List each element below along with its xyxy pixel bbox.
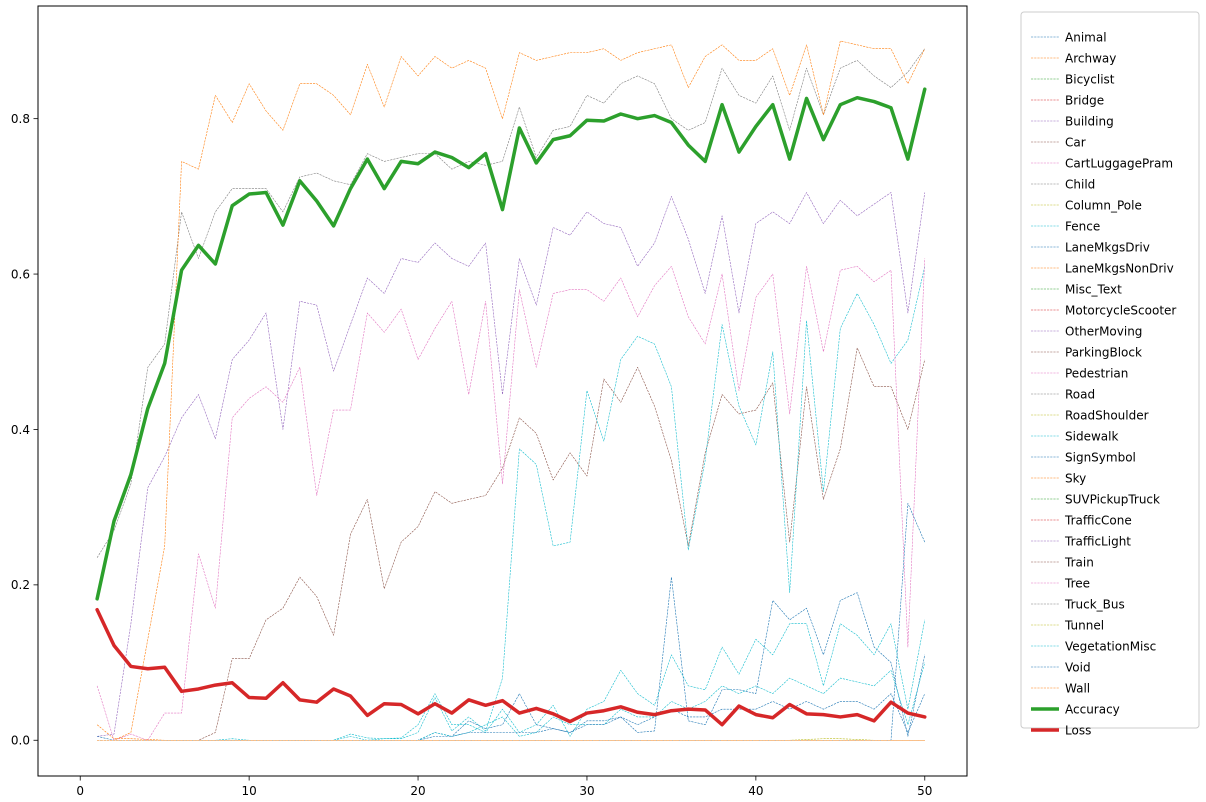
legend-label: Sky	[1065, 471, 1086, 485]
legend-label: LaneMkgsNonDriv	[1065, 261, 1174, 275]
legend-item[interactable]: Tree	[1031, 576, 1090, 590]
legend-label: Archway	[1065, 51, 1116, 65]
legend-label: CartLuggagePram	[1065, 156, 1173, 170]
legend-label: LaneMkgsDriv	[1065, 240, 1150, 254]
legend-item[interactable]: Sidewalk	[1031, 429, 1118, 443]
legend-label: Tree	[1064, 576, 1090, 590]
legend-item[interactable]: Pedestrian	[1031, 366, 1128, 380]
x-tick-label: 50	[917, 784, 932, 798]
legend-item[interactable]: Bridge	[1031, 93, 1104, 107]
plot-background	[38, 6, 967, 776]
legend-label: Fence	[1065, 219, 1100, 233]
y-tick-label: 0.8	[11, 112, 30, 126]
legend-label: SUVPickupTruck	[1065, 492, 1160, 506]
legend-label: TrafficLight	[1064, 534, 1131, 548]
legend-label: Bicyclist	[1065, 72, 1115, 86]
legend-item[interactable]: Sky	[1031, 471, 1086, 485]
series-line-sidewalk	[97, 619, 926, 741]
series-line-accuracy	[95, 87, 927, 601]
legend-label: Road	[1065, 387, 1095, 401]
legend-item[interactable]: Misc_Text	[1031, 282, 1122, 296]
legend-item[interactable]: LaneMkgsDriv	[1031, 240, 1150, 254]
legend-item[interactable]: Child	[1031, 177, 1095, 191]
legend-item[interactable]: Truck_Bus	[1031, 597, 1125, 611]
series-layer	[95, 40, 927, 741]
series-line-loss	[95, 607, 927, 727]
legend-label: Loss	[1065, 723, 1091, 737]
legend[interactable]: Animal Archway Bicyclist Bridge Building Car C…	[1020, 11, 1200, 737]
legend-item[interactable]: Train	[1031, 555, 1094, 569]
legend-item[interactable]: Wall	[1031, 681, 1090, 695]
series-line-car	[97, 347, 926, 741]
x-tick-label: 40	[748, 784, 763, 798]
legend-item[interactable]: ParkingBlock	[1031, 345, 1142, 359]
legend-item[interactable]: Archway	[1031, 51, 1116, 65]
legend-item[interactable]: Tunnel	[1031, 618, 1104, 632]
legend-item[interactable]: OtherMoving	[1031, 324, 1142, 338]
legend-item[interactable]: Fence	[1031, 219, 1100, 233]
legend-label: Truck_Bus	[1064, 597, 1125, 611]
legend-item[interactable]: Column_Pole	[1031, 198, 1142, 212]
x-tick-label: 0	[76, 784, 84, 798]
series-line-building	[97, 192, 926, 737]
series-line-sky	[97, 40, 926, 741]
axes-frame	[37, 5, 968, 777]
series-line-pedestrian	[96, 258, 926, 741]
legend-item[interactable]: CartLuggagePram	[1031, 156, 1173, 170]
legend-label: Void	[1065, 660, 1091, 674]
legend-label: Accuracy	[1065, 702, 1120, 716]
legend-item[interactable]: RoadShoulder	[1031, 408, 1149, 422]
legend-label: Column_Pole	[1065, 198, 1142, 212]
legend-item[interactable]: TrafficLight	[1031, 534, 1131, 548]
legend-label: Child	[1065, 177, 1095, 191]
legend-item[interactable]: Void	[1031, 660, 1091, 674]
legend-label: TrafficCone	[1064, 513, 1132, 527]
legend-label: VegetationMisc	[1065, 639, 1156, 653]
x-tick-label: 10	[241, 784, 256, 798]
x-axis: 0 10 20 30 40 50	[76, 776, 932, 798]
legend-item[interactable]: SignSymbol	[1031, 450, 1136, 464]
legend-item[interactable]: Bicyclist	[1031, 72, 1115, 86]
y-axis: 0.0 0.2 0.4 0.6 0.8	[11, 112, 38, 748]
x-tick-label: 20	[410, 784, 425, 798]
plot-area	[38, 6, 967, 776]
legend-label: Building	[1065, 114, 1114, 128]
legend-item[interactable]: Building	[1031, 114, 1114, 128]
legend-label: OtherMoving	[1065, 324, 1142, 338]
legend-item[interactable]: Accuracy	[1031, 702, 1120, 716]
legend-item[interactable]: Car	[1031, 135, 1086, 149]
legend-label: Animal	[1065, 30, 1107, 44]
legend-label: RoadShoulder	[1065, 408, 1149, 422]
legend-label: Bridge	[1065, 93, 1104, 107]
legend-label: MotorcycleScooter	[1065, 303, 1176, 317]
y-tick-label: 0.4	[11, 423, 30, 437]
legend-item[interactable]: TrafficCone	[1031, 513, 1132, 527]
legend-item[interactable]: Loss	[1031, 723, 1091, 737]
legend-label: Pedestrian	[1065, 366, 1128, 380]
series-line-road	[96, 48, 926, 558]
legend-item[interactable]: SUVPickupTruck	[1031, 492, 1160, 506]
legend-item[interactable]: LaneMkgsNonDriv	[1031, 261, 1174, 275]
legend-item[interactable]: Animal	[1031, 30, 1107, 44]
legend-item[interactable]: Road	[1031, 387, 1095, 401]
legend-label: Car	[1065, 135, 1086, 149]
legend-item[interactable]: MotorcycleScooter	[1031, 303, 1176, 317]
y-tick-label: 0.6	[11, 267, 30, 281]
legend-label: Wall	[1065, 681, 1090, 695]
y-tick-label: 0.0	[11, 734, 30, 748]
y-tick-label: 0.2	[11, 578, 30, 592]
x-tick-label: 30	[579, 784, 594, 798]
legend-label: Tunnel	[1064, 618, 1104, 632]
legend-label: Sidewalk	[1065, 429, 1118, 443]
legend-box	[1020, 11, 1200, 729]
legend-label: SignSymbol	[1065, 450, 1136, 464]
legend-label: Misc_Text	[1065, 282, 1122, 296]
legend-label: ParkingBlock	[1065, 345, 1142, 359]
legend-item[interactable]: VegetationMisc	[1031, 639, 1156, 653]
legend-label: Train	[1064, 555, 1094, 569]
